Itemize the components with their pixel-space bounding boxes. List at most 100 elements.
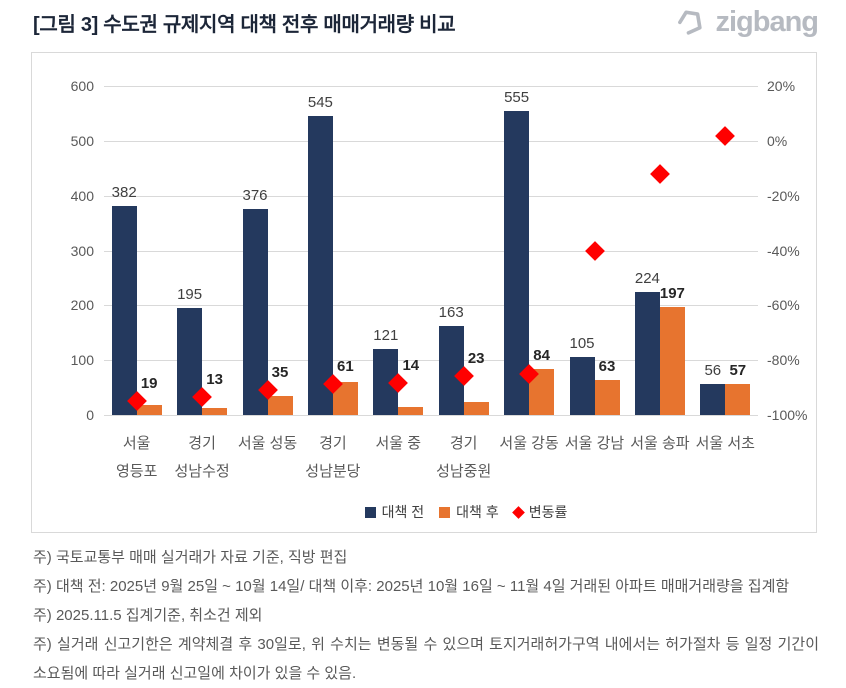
zigbang-logo: zigbang — [672, 5, 819, 39]
gridline — [104, 140, 758, 142]
bar-before — [307, 116, 333, 415]
bar-value-before: 382 — [111, 183, 137, 201]
x-category-label-line: 서울 송파 — [630, 435, 690, 452]
bar-before — [504, 110, 530, 415]
bar-value-after: 63 — [598, 358, 616, 376]
legend-label: 변동률 — [528, 504, 568, 520]
x-category-label: 서울 강동 — [464, 430, 594, 458]
x-category-label-line: 경기 — [188, 435, 216, 452]
change-rate-diamond — [584, 240, 605, 261]
left-axis-tick: 300 — [70, 242, 94, 259]
change-rate-diamond — [715, 125, 736, 146]
legend-square-swatch — [439, 506, 451, 518]
footnote-period: 주) 대책 전: 2025년 9월 25일 ~ 10월 14일/ 대책 이후: … — [33, 578, 790, 595]
bar-after — [594, 380, 620, 415]
left-axis-tick: 200 — [70, 297, 94, 314]
bar-value-before: 121 — [373, 326, 399, 344]
x-category-label-line: 서울 강동 — [499, 435, 559, 452]
x-category-label-line: 성남중원 — [436, 463, 492, 480]
bar-value-after: 84 — [533, 346, 550, 364]
bar-value-after: 35 — [271, 363, 289, 381]
right-axis-tick: 20% — [767, 78, 796, 94]
left-axis-tick: 500 — [70, 132, 94, 149]
x-category-label-line: 경기 — [449, 435, 478, 452]
footnotes: 주) 국토교통부 매매 실거래가 자료 기준, 직방 편집 주) 대책 전: 2… — [33, 543, 819, 688]
chart-card: 600 20% 500 0% 400 -20% 300 -40% 200 -60% 100 -80% 0… — [31, 52, 817, 533]
right-axis-tick: -60% — [767, 297, 800, 314]
bar-after — [398, 407, 424, 415]
left-axis-tick: 100 — [70, 352, 94, 369]
page-title: [그림 3] 수도권 규제지역 대책 전후 매매거래량 비교 — [33, 14, 456, 36]
bar-value-after: 57 — [729, 361, 747, 379]
legend-label: 대책 전 — [381, 504, 425, 520]
bar-value-after: 197 — [659, 284, 685, 302]
x-category-label: 서울 성동 — [203, 430, 333, 458]
legend-item: 대책 전 — [364, 502, 425, 522]
bar-after — [202, 407, 228, 415]
change-rate-diamond — [649, 164, 670, 184]
chart-legend: 대책 전 대책 후 변동률 — [74, 502, 846, 522]
gridline — [104, 250, 758, 252]
legend-square-swatch — [364, 506, 376, 518]
bar-value-before: 224 — [634, 270, 660, 288]
bar-after — [136, 404, 162, 415]
bar-value-before: 376 — [242, 186, 268, 204]
x-category-label: 서울 서초 — [660, 430, 790, 458]
bar-after — [267, 395, 293, 415]
footnote-basis: 주) 2025.11.5 집계기준, 취소건 제외 — [33, 607, 263, 624]
right-axis-tick: -20% — [767, 187, 800, 204]
gridline — [104, 86, 758, 87]
bar-before — [700, 384, 726, 415]
legend-diamond-swatch — [511, 505, 525, 519]
x-category-label-line: 성남수정 — [174, 463, 230, 480]
x-category-label: 서울 영등포 — [72, 430, 202, 486]
bar-value-before: 545 — [307, 94, 333, 112]
x-category-label-line: 서울 — [122, 435, 151, 452]
right-axis-tick: -100% — [767, 407, 808, 423]
bar-value-before: 195 — [177, 286, 203, 304]
x-category-label-line: 서울 중 — [375, 435, 422, 452]
bar-value-before: 56 — [704, 362, 722, 380]
x-category-label-line: 서울 강남 — [564, 435, 625, 452]
bar-value-after: 19 — [140, 375, 158, 393]
bar-after — [463, 402, 489, 415]
bar-value-after: 14 — [402, 357, 420, 375]
bar-before — [111, 205, 137, 415]
x-category-label-line: 경기 — [319, 435, 347, 452]
footnote-source: 주) 국토교통부 매매 실거래가 자료 기준, 직방 편집 — [33, 549, 348, 566]
x-category-label-line: 서울 성동 — [237, 435, 298, 452]
bar-value-before: 555 — [504, 88, 530, 106]
footnote-disclaimer: 주) 실거래 신고기한은 계약체결 후 30일로, 위 수치는 변동될 수 있으… — [33, 636, 819, 682]
bar-value-before: 105 — [569, 335, 595, 353]
zigbang-house-icon — [672, 5, 708, 39]
right-axis-tick: 0% — [767, 132, 788, 149]
gridline — [104, 360, 758, 362]
bar-before — [242, 208, 268, 415]
gridline — [104, 415, 758, 416]
x-category-label: 서울 송파 — [595, 430, 725, 458]
gridline — [104, 305, 758, 307]
bar-value-before: 163 — [438, 303, 464, 321]
gridline — [104, 195, 758, 197]
bar-value-after: 61 — [337, 358, 354, 376]
bar-value-after: 13 — [206, 370, 223, 388]
bar-value-after: 23 — [467, 350, 485, 368]
bar-before — [634, 292, 660, 415]
right-axis-tick: -40% — [767, 242, 800, 259]
x-category-label: 서울 강남 — [530, 430, 660, 458]
legend-item: 변동률 — [511, 502, 568, 522]
legend-item: 대책 후 — [439, 502, 499, 522]
x-category-label-line: 서울 서초 — [695, 435, 755, 452]
left-axis-tick: 0 — [86, 407, 94, 423]
zigbang-wordmark: zigbang — [715, 6, 819, 38]
bar-after — [659, 306, 685, 415]
left-axis-tick: 600 — [70, 78, 94, 94]
combo-chart: 600 20% 500 0% 400 -20% 300 -40% 200 -60% 100 -80% 0… — [32, 53, 816, 532]
x-category-label-line: 성남분당 — [305, 463, 361, 480]
right-axis-tick: -80% — [767, 352, 800, 369]
left-axis-tick: 400 — [70, 187, 94, 204]
bar-before — [569, 357, 595, 415]
